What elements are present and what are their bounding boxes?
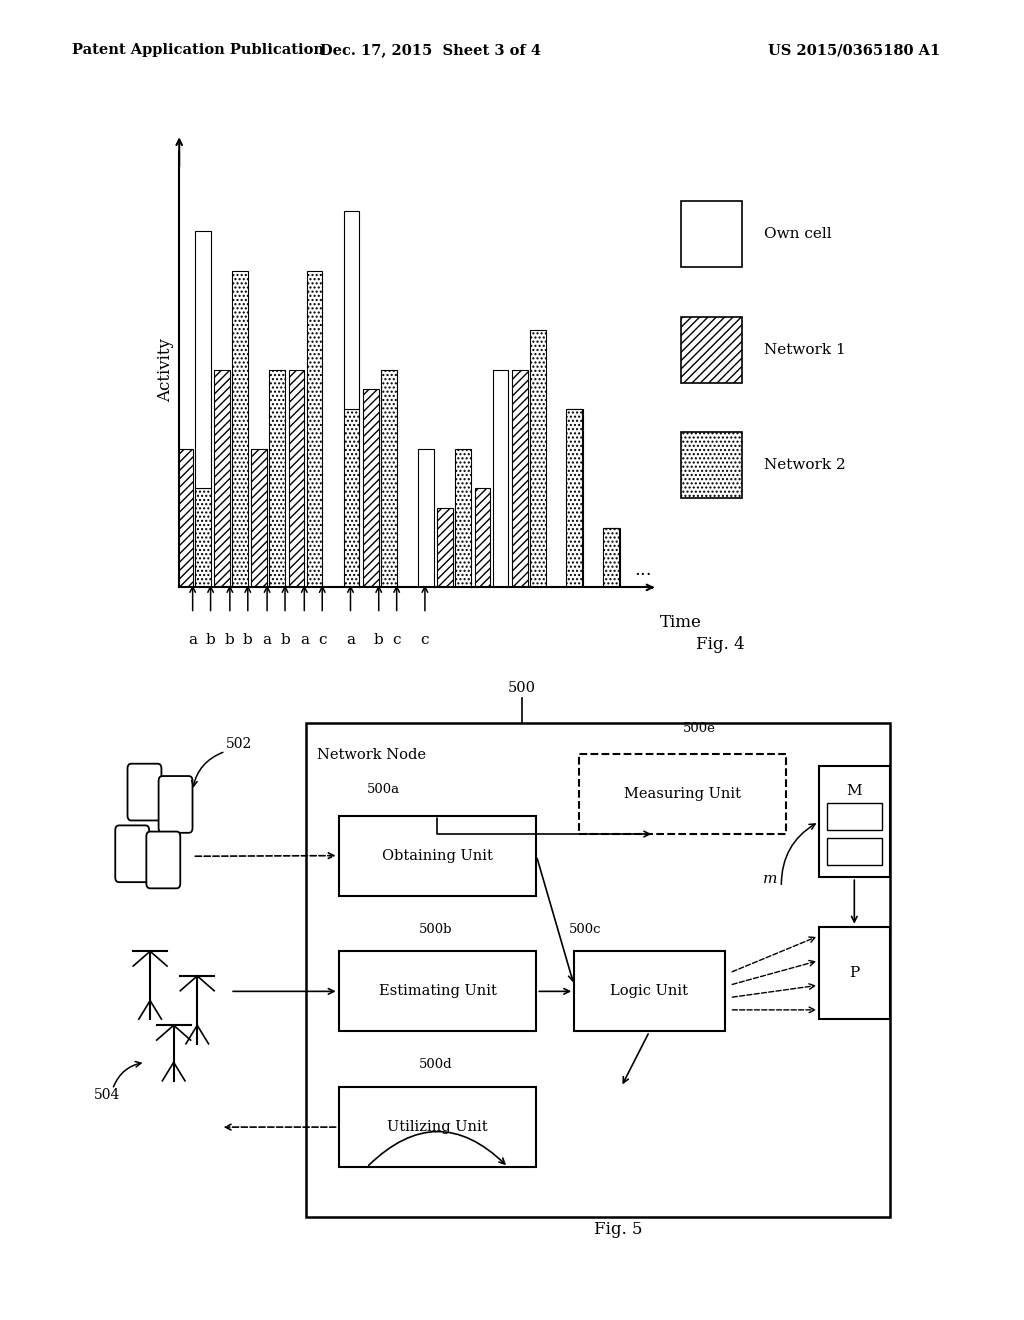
Text: US 2015/0365180 A1: US 2015/0365180 A1 (768, 44, 940, 57)
Bar (195, 231, 211, 488)
Y-axis label: Activity: Activity (157, 338, 174, 401)
Bar (567, 409, 583, 587)
Text: 500a: 500a (367, 783, 400, 796)
FancyBboxPatch shape (159, 776, 193, 833)
Bar (339, 816, 537, 896)
Bar (475, 488, 490, 587)
Text: M: M (847, 784, 862, 797)
Text: Utilizing Unit: Utilizing Unit (387, 1121, 487, 1134)
Bar (381, 370, 396, 587)
Bar (512, 370, 527, 587)
Bar (306, 271, 323, 587)
Bar (195, 488, 211, 587)
Text: m: m (763, 873, 777, 887)
Text: c: c (421, 634, 429, 647)
Bar (826, 803, 882, 830)
Text: Estimating Unit: Estimating Unit (379, 985, 497, 998)
Text: b: b (374, 634, 384, 647)
Bar (232, 271, 248, 587)
Bar (579, 754, 786, 834)
Bar (529, 330, 546, 587)
Text: Own cell: Own cell (764, 227, 831, 242)
Text: Network Node: Network Node (316, 747, 426, 762)
Bar (604, 528, 620, 587)
Text: Logic Unit: Logic Unit (610, 985, 688, 998)
Text: Fig. 5: Fig. 5 (594, 1221, 642, 1238)
Bar (574, 952, 725, 1031)
Bar (251, 449, 267, 587)
Text: Fig. 4: Fig. 4 (696, 636, 744, 653)
Bar (566, 409, 582, 587)
Text: 500b: 500b (419, 923, 453, 936)
Text: 500: 500 (508, 681, 537, 696)
Text: Patent Application Publication: Patent Application Publication (72, 44, 324, 57)
Text: b: b (206, 634, 215, 647)
Text: ...: ... (635, 561, 652, 579)
Bar (418, 449, 434, 587)
Bar (339, 952, 537, 1031)
Bar (681, 433, 742, 499)
Bar (364, 389, 379, 587)
Text: c: c (318, 634, 327, 647)
Text: Obtaining Unit: Obtaining Unit (382, 849, 493, 863)
Bar (456, 449, 471, 587)
Bar (344, 409, 359, 587)
FancyBboxPatch shape (146, 832, 180, 888)
Text: Network 1: Network 1 (764, 343, 846, 356)
Text: Time: Time (659, 614, 701, 631)
Text: b: b (243, 634, 253, 647)
Bar (681, 317, 742, 383)
Bar (339, 1086, 537, 1167)
Bar (603, 528, 618, 587)
Text: b: b (281, 634, 290, 647)
FancyBboxPatch shape (128, 764, 162, 821)
Bar (681, 201, 742, 267)
Bar (344, 211, 359, 409)
Text: b: b (225, 634, 234, 647)
Bar (214, 370, 229, 587)
Text: 500d: 500d (419, 1059, 453, 1072)
Text: a: a (188, 634, 198, 647)
Bar (269, 370, 285, 587)
Bar (305, 723, 890, 1217)
Text: 500c: 500c (569, 923, 602, 936)
Bar (819, 766, 890, 878)
Text: Network 2: Network 2 (764, 458, 846, 473)
Bar (826, 838, 882, 865)
Text: a: a (346, 634, 355, 647)
Text: 504: 504 (93, 1088, 120, 1102)
Bar (437, 508, 454, 587)
Bar (177, 449, 193, 587)
FancyBboxPatch shape (116, 825, 150, 882)
Bar (289, 370, 304, 587)
Text: P: P (849, 966, 859, 979)
Text: Dec. 17, 2015  Sheet 3 of 4: Dec. 17, 2015 Sheet 3 of 4 (319, 44, 541, 57)
Text: a: a (300, 634, 309, 647)
Bar (819, 927, 890, 1019)
Text: Measuring Unit: Measuring Unit (624, 787, 741, 801)
Text: c: c (392, 634, 401, 647)
Text: 502: 502 (225, 737, 252, 751)
Text: a: a (262, 634, 271, 647)
Bar (493, 370, 508, 587)
Text: 500e: 500e (682, 722, 716, 735)
